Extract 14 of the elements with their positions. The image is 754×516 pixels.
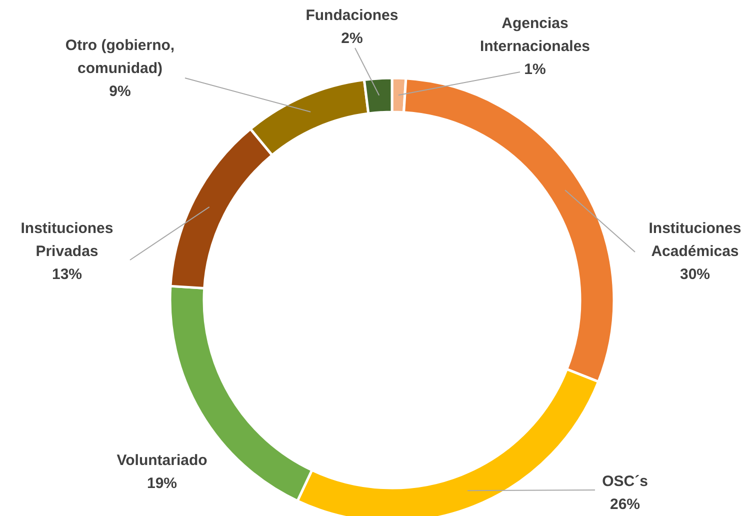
data-label: 19% (146, 475, 178, 492)
slice-label: OSC´s (602, 473, 648, 490)
data-label: 30% (680, 266, 710, 283)
slice-label: Voluntariado (116, 452, 208, 469)
slice-label: Fundaciones (306, 7, 398, 24)
data-label: 13% (52, 266, 82, 283)
data-label: 9% (109, 83, 131, 100)
slice-label: Otro (gobierno, comunidad) (65, 37, 175, 77)
data-label: 2% (341, 30, 363, 47)
slice-label: Instituciones Académicas (648, 220, 742, 260)
slice-label: Agencias Internacionales (480, 15, 590, 55)
data-label: 1% (524, 61, 546, 78)
data-label: 26% (610, 496, 640, 513)
slice-label: Instituciones Privadas (20, 220, 114, 260)
